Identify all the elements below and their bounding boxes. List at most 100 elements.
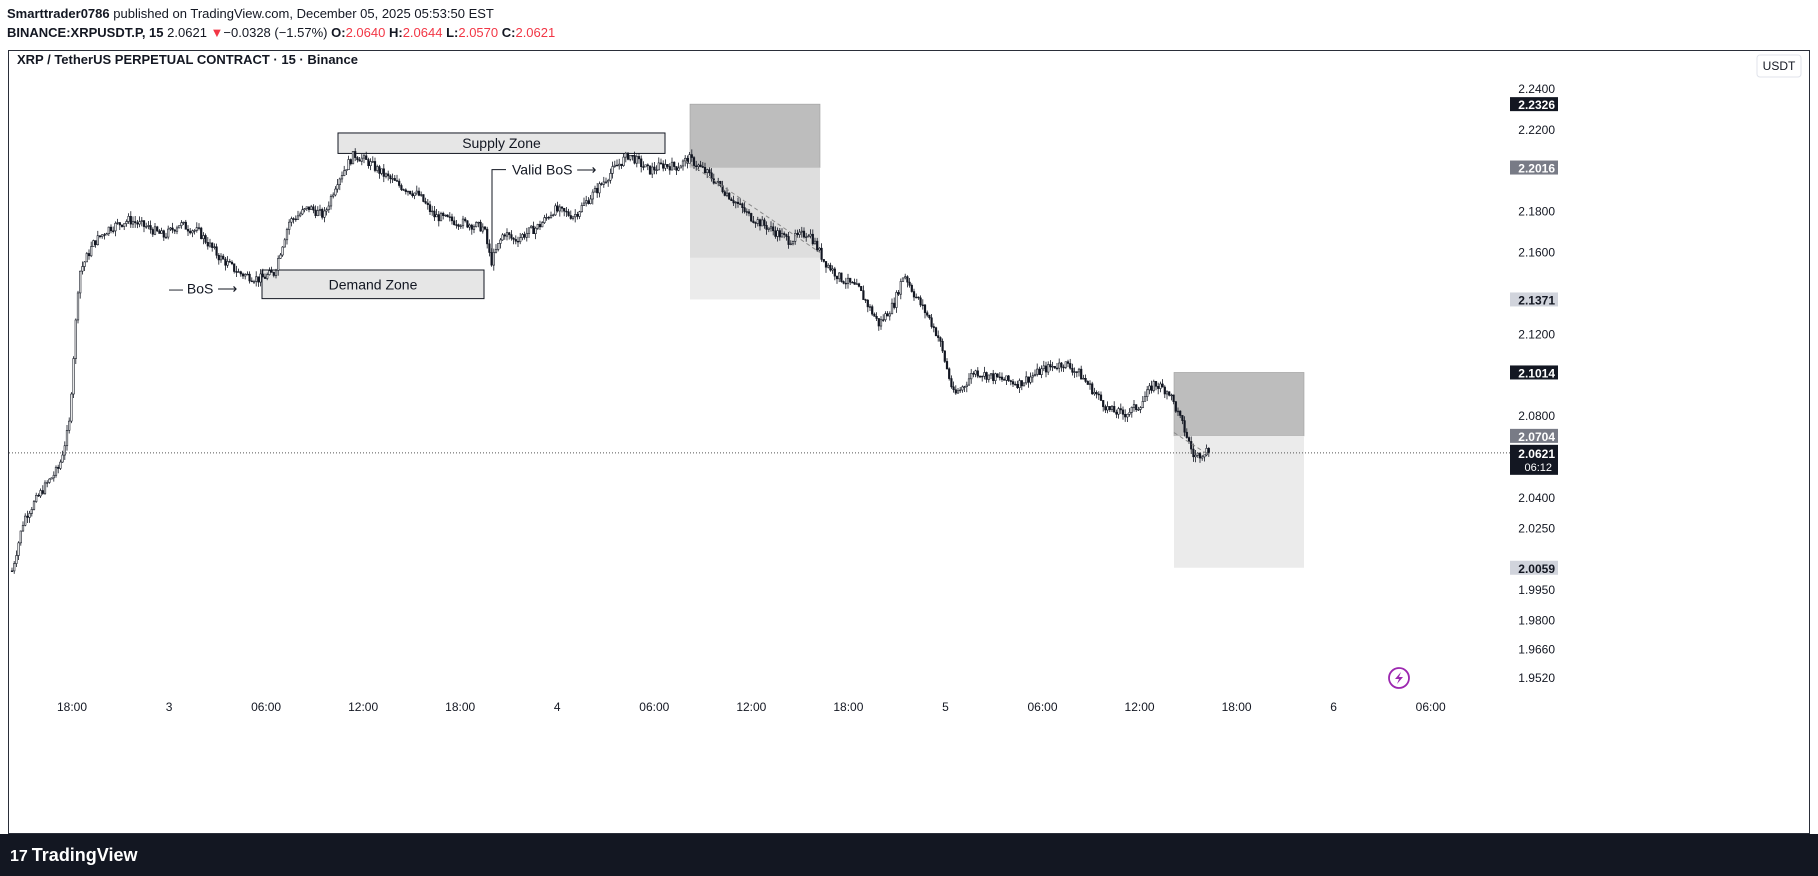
candle-body (908, 281, 911, 286)
candle-body (96, 235, 99, 246)
candle-body (1121, 409, 1125, 415)
candle-body (186, 229, 190, 232)
candle-body (134, 221, 137, 224)
candle-body (523, 234, 526, 238)
candle-body (873, 313, 876, 317)
candle-body (1143, 396, 1147, 402)
candle-body (752, 220, 755, 223)
chart-frame[interactable]: Supply Zone Demand Zone — BoS ⟶ Valid BoS … (8, 50, 1810, 834)
candle-body (268, 270, 271, 275)
candle-body (1086, 381, 1089, 385)
candle-body (824, 261, 828, 268)
take-profit-inner (690, 167, 820, 258)
candle-body (332, 194, 335, 197)
candle-body (74, 319, 77, 359)
candle-body (1064, 361, 1067, 368)
tradingview-logo[interactable]: 17 TradingView (10, 845, 138, 866)
candle-body (444, 214, 447, 217)
candle-body (574, 214, 577, 218)
candle-body (94, 240, 97, 246)
candle-body (679, 165, 682, 169)
currency-button-bg[interactable] (1756, 54, 1802, 78)
price-tick: 2.1800 (1518, 205, 1555, 219)
candle-body (521, 234, 524, 238)
candle-body (871, 306, 874, 315)
candle-body (92, 240, 95, 247)
candle-body (899, 281, 902, 295)
candle-body (783, 233, 786, 235)
candle-body (756, 219, 759, 224)
candle-body (981, 375, 984, 378)
candle-body (822, 259, 825, 262)
candle-body (1115, 411, 1118, 415)
candle-body (1146, 389, 1149, 398)
candle-body (1095, 392, 1098, 395)
candle-body (629, 155, 632, 160)
candle-body (294, 218, 297, 221)
candle-body (640, 158, 643, 168)
candle-body (1172, 394, 1175, 402)
candle-body (855, 283, 858, 285)
candle-body (68, 420, 71, 431)
candle-body (367, 159, 370, 167)
candle-body (153, 226, 157, 235)
candle-body (563, 207, 566, 212)
candle-body (928, 314, 931, 319)
candle-body (754, 222, 757, 224)
flash-icon[interactable] (1388, 667, 1410, 689)
candle-body (1135, 404, 1138, 411)
candle-body (417, 190, 421, 196)
candle-body (191, 230, 194, 234)
price-chart[interactable]: Supply Zone Demand Zone — BoS ⟶ Valid BoS … (9, 51, 1809, 833)
candle-body (1108, 406, 1111, 410)
price-axis[interactable]: 2.2400 2.2200 2.1800 2.1600 2.1200 2.0800 2.04… (1510, 82, 1558, 685)
candle-body (791, 240, 795, 245)
candle-body (967, 378, 971, 386)
candle-body (1205, 448, 1208, 456)
candle-body (435, 214, 438, 218)
time-axis[interactable]: 18:00 3 06:00 12:00 18:00 4 06:00 12:00 18:00 5 06… (57, 700, 1446, 714)
price-label: 2.2016 (1518, 162, 1555, 176)
candle-body (314, 209, 317, 216)
candle-body (514, 239, 517, 242)
candle-body (437, 214, 440, 222)
valid-bos-label: Valid BoS ⟶ (512, 162, 596, 178)
price-tick: 1.9950 (1518, 583, 1555, 597)
author-name[interactable]: Smarttrader0786 (7, 6, 110, 21)
candle-body (675, 166, 678, 171)
candle-body (653, 166, 656, 171)
candle-body (37, 494, 40, 497)
candle-body (772, 226, 775, 232)
price-tick: 2.1600 (1518, 246, 1555, 260)
change-arrow-icon: ▼ (210, 25, 224, 40)
candle-body (475, 222, 478, 227)
candle-body (1038, 368, 1041, 375)
candle-body (158, 230, 161, 234)
candle-body (701, 166, 704, 168)
candle-body (54, 466, 58, 476)
candle-body (145, 226, 148, 228)
candle-body (17, 542, 20, 556)
candle-body (1082, 378, 1085, 380)
candle-body (554, 205, 557, 216)
candle-body (1022, 382, 1026, 387)
candle-body (1152, 381, 1155, 391)
currency-label[interactable]: USDT (1763, 59, 1796, 73)
candle-body (688, 154, 691, 164)
candle-body (598, 183, 601, 194)
candle-body (558, 206, 561, 212)
time-tick: 18:00 (1222, 700, 1252, 714)
candle-body (1014, 383, 1017, 386)
low-value: 2.0570 (458, 25, 499, 40)
candle-body (1124, 414, 1127, 418)
candle-body (1093, 392, 1096, 395)
candle-body (169, 227, 172, 230)
close-key: C: (501, 25, 516, 40)
candle-body (129, 216, 132, 225)
candle-body (879, 319, 883, 327)
candle-body (1075, 371, 1078, 373)
candle-body (26, 515, 29, 518)
candle-body (156, 226, 159, 232)
time-tick: 06:00 (639, 700, 669, 714)
candle-body (301, 209, 304, 215)
